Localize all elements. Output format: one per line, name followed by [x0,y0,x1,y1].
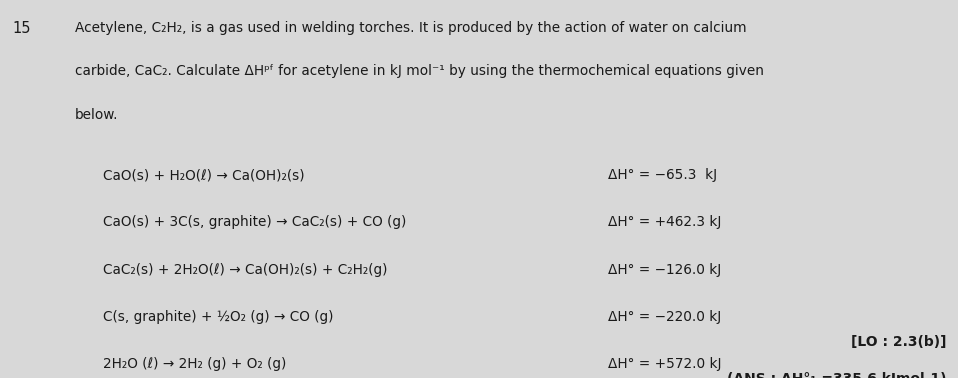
Text: ΔH° = −65.3  kJ: ΔH° = −65.3 kJ [608,168,718,182]
Text: C(s, graphite) + ½O₂ (g) → CO (g): C(s, graphite) + ½O₂ (g) → CO (g) [103,310,334,324]
Text: ΔH° = +572.0 kJ: ΔH° = +572.0 kJ [608,357,721,371]
Text: CaO(s) + 3C(s, graphite) → CaC₂(s) + CO (g): CaO(s) + 3C(s, graphite) → CaC₂(s) + CO … [103,215,407,229]
Text: 15: 15 [12,21,31,36]
Text: 2H₂O (ℓ) → 2H₂ (g) + O₂ (g): 2H₂O (ℓ) → 2H₂ (g) + O₂ (g) [103,357,286,371]
Text: carbide, CaC₂. Calculate ΔHᵖᶠ for acetylene in kJ mol⁻¹ by using the thermochemi: carbide, CaC₂. Calculate ΔHᵖᶠ for acetyl… [75,64,764,78]
Text: Acetylene, C₂H₂, is a gas used in welding torches. It is produced by the action : Acetylene, C₂H₂, is a gas used in weldin… [75,21,746,35]
Text: (ANS : ΔH°₁ =335.6 kJmol-1): (ANS : ΔH°₁ =335.6 kJmol-1) [727,372,947,378]
Text: ΔH° = −220.0 kJ: ΔH° = −220.0 kJ [608,310,721,324]
Text: below.: below. [75,108,118,122]
Text: CaC₂(s) + 2H₂O(ℓ) → Ca(OH)₂(s) + C₂H₂(g): CaC₂(s) + 2H₂O(ℓ) → Ca(OH)₂(s) + C₂H₂(g) [103,263,388,277]
Text: [LO : 2.3(b)]: [LO : 2.3(b)] [851,335,947,349]
Text: ΔH° = −126.0 kJ: ΔH° = −126.0 kJ [608,263,721,277]
Text: CaO(s) + H₂O(ℓ) → Ca(OH)₂(s): CaO(s) + H₂O(ℓ) → Ca(OH)₂(s) [103,168,305,182]
Text: ΔH° = +462.3 kJ: ΔH° = +462.3 kJ [608,215,721,229]
